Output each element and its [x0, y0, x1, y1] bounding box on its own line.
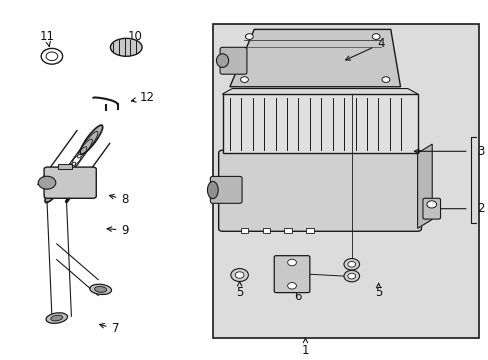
- FancyBboxPatch shape: [44, 167, 96, 198]
- Bar: [212, 24, 478, 338]
- Bar: [222, 94, 417, 153]
- Circle shape: [343, 258, 359, 270]
- FancyBboxPatch shape: [220, 47, 246, 74]
- Text: 6: 6: [294, 287, 301, 303]
- Bar: [284, 228, 292, 233]
- Text: 5: 5: [374, 283, 382, 300]
- Circle shape: [245, 34, 253, 40]
- Circle shape: [347, 273, 355, 279]
- Text: 4: 4: [345, 37, 384, 60]
- Bar: [262, 228, 270, 233]
- Ellipse shape: [90, 284, 111, 294]
- Ellipse shape: [51, 315, 62, 321]
- Ellipse shape: [46, 313, 67, 323]
- Text: 10: 10: [119, 30, 142, 44]
- Ellipse shape: [45, 174, 67, 203]
- Ellipse shape: [207, 181, 218, 199]
- Circle shape: [343, 270, 359, 282]
- Circle shape: [426, 201, 436, 208]
- Ellipse shape: [94, 287, 106, 292]
- Polygon shape: [229, 30, 400, 87]
- Text: 2: 2: [476, 202, 484, 215]
- FancyBboxPatch shape: [210, 176, 242, 203]
- Circle shape: [230, 269, 248, 282]
- Circle shape: [371, 34, 379, 40]
- Circle shape: [287, 283, 296, 289]
- Text: 12: 12: [131, 91, 154, 104]
- FancyBboxPatch shape: [422, 198, 440, 219]
- Ellipse shape: [110, 39, 142, 56]
- Text: 11: 11: [40, 30, 54, 46]
- Circle shape: [240, 77, 248, 82]
- Bar: [306, 228, 314, 233]
- Bar: [58, 163, 72, 169]
- Bar: [240, 228, 248, 233]
- Text: 7: 7: [100, 322, 119, 335]
- Polygon shape: [417, 144, 431, 228]
- Ellipse shape: [80, 125, 102, 154]
- Circle shape: [38, 176, 56, 189]
- Text: 5: 5: [235, 281, 243, 300]
- Circle shape: [235, 272, 244, 278]
- Circle shape: [381, 77, 389, 82]
- Circle shape: [347, 261, 355, 267]
- Circle shape: [287, 259, 296, 266]
- Text: 1: 1: [301, 338, 308, 357]
- Text: 8: 8: [109, 193, 128, 206]
- Text: 9: 9: [107, 224, 128, 237]
- FancyBboxPatch shape: [218, 150, 421, 231]
- Ellipse shape: [216, 54, 228, 67]
- Text: 3: 3: [476, 145, 484, 158]
- FancyBboxPatch shape: [274, 256, 309, 293]
